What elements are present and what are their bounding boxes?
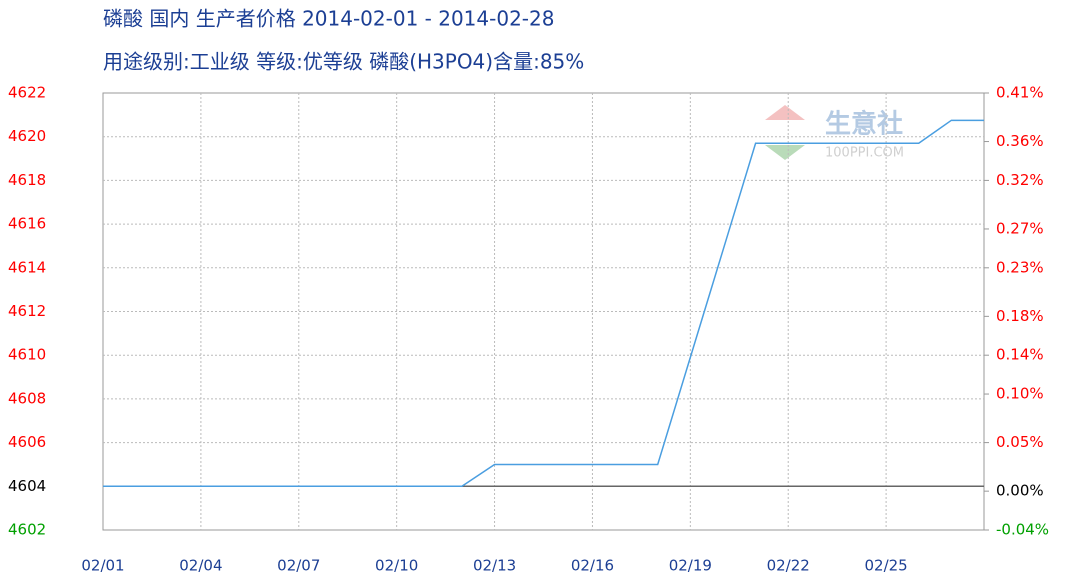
- chart-title: 磷酸 国内 生产者价格 2014-02-01 - 2014-02-28: [103, 7, 554, 31]
- x-tick-label: 02/22: [767, 557, 810, 575]
- y-tick-label: 4610: [8, 346, 46, 364]
- watermark-text: 100PPI.COM: [825, 146, 904, 161]
- y2-tick-label: 0.18%: [996, 307, 1044, 325]
- y-tick-label: 4620: [8, 127, 46, 145]
- x-tick-label: 02/25: [864, 557, 907, 575]
- data-line: [103, 119, 984, 488]
- x-tick-label: 02/04: [179, 557, 222, 575]
- y2-tick-label: 0.05%: [996, 433, 1044, 451]
- x-tick-label: 02/19: [669, 557, 712, 575]
- y2-tick-label: 0.41%: [996, 84, 1044, 102]
- x-tick-label: 02/01: [81, 557, 124, 575]
- watermark-logo: [765, 145, 805, 160]
- y-tick-label: 4612: [8, 302, 46, 320]
- x-tick-label: 02/07: [277, 557, 320, 575]
- y2-tick-label: 0.10%: [996, 385, 1044, 403]
- x-tick-label: 02/10: [375, 557, 418, 575]
- y-tick-label: 4604: [8, 477, 46, 495]
- x-tick-label: 02/13: [473, 557, 516, 575]
- y-tick-label: 4602: [8, 521, 46, 539]
- y-tick-label: 4616: [8, 215, 46, 233]
- y2-tick-label: 0.23%: [996, 258, 1044, 276]
- y2-tick-label: 0.32%: [996, 171, 1044, 189]
- watermark-logo: [765, 105, 805, 120]
- y-tick-label: 4608: [8, 389, 46, 407]
- chart-subtitle: 用途级别:工业级 等级:优等级 磷酸(H3PO4)含量:85%: [103, 50, 584, 74]
- watermark-text: 生意社: [825, 109, 903, 140]
- y2-tick-label: 0.36%: [996, 132, 1044, 150]
- y-tick-label: 4618: [8, 171, 46, 189]
- x-tick-label: 02/16: [571, 557, 614, 575]
- y2-tick-label: -0.04%: [996, 521, 1049, 539]
- y2-tick-label: 0.27%: [996, 219, 1044, 237]
- y-tick-label: 4622: [8, 84, 46, 102]
- y-tick-label: 4614: [8, 258, 46, 276]
- y-tick-label: 4606: [8, 433, 46, 451]
- watermark: 生意社 100PPI.COM: [765, 105, 904, 161]
- y2-tick-label: 0.00%: [996, 482, 1044, 500]
- y2-tick-label: 0.14%: [996, 346, 1044, 364]
